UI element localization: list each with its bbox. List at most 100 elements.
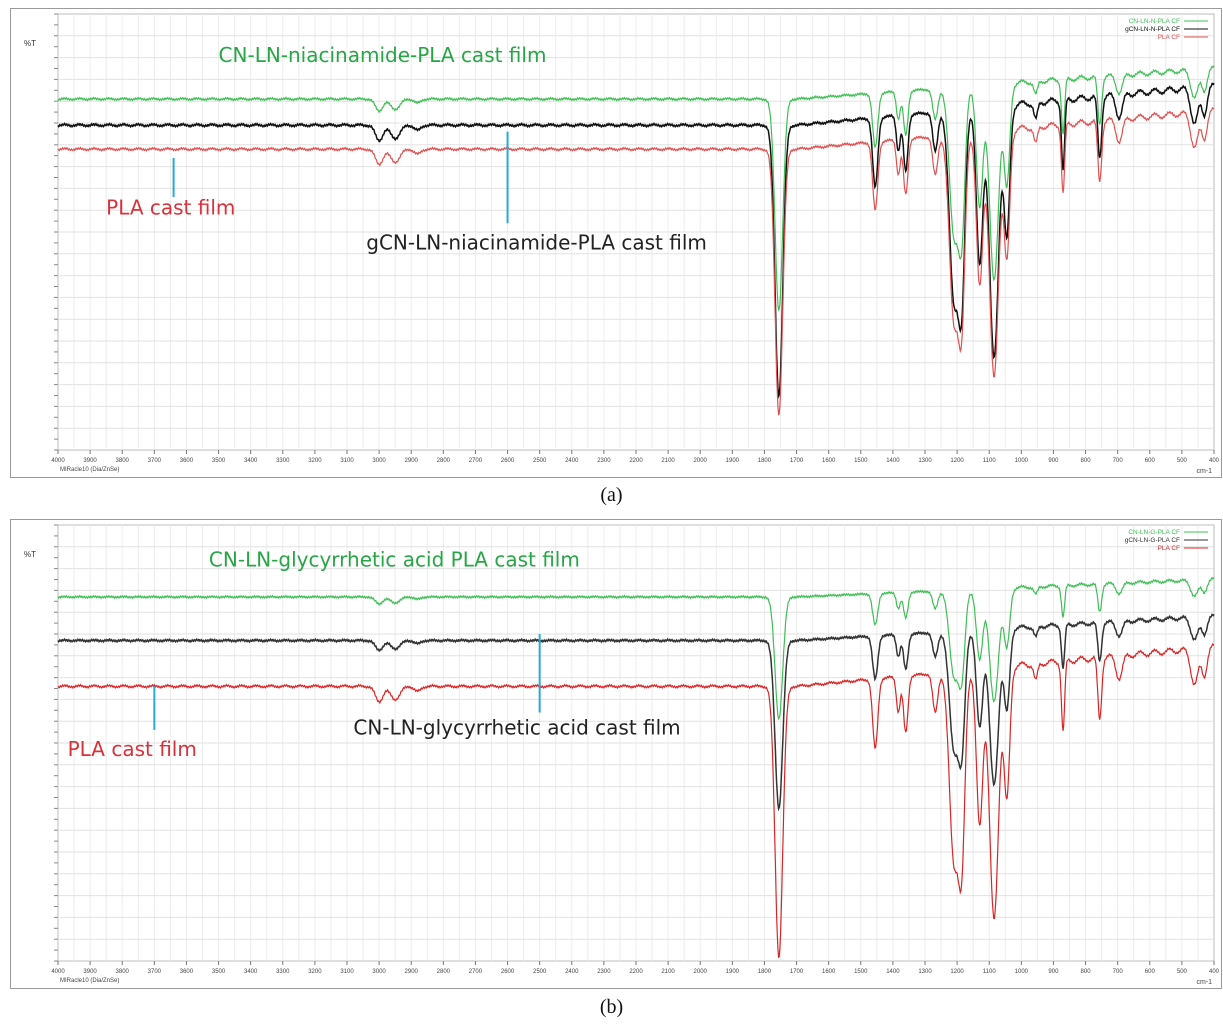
series-annotation: CN-LN-niacinamide-PLA cast film: [219, 43, 547, 67]
x-tick-label: 1600: [822, 458, 836, 464]
x-tick-label: 4000: [51, 969, 65, 975]
x-tick-label: 1100: [983, 969, 997, 975]
x-tick-label: 3900: [83, 969, 97, 975]
x-tick-label: 2100: [661, 458, 675, 464]
x-tick-label: 3600: [180, 458, 194, 464]
x-tick-label: 3900: [83, 458, 97, 464]
x-tick-label: 3500: [212, 458, 226, 464]
x-tick-label: 3400: [244, 969, 258, 975]
x-tick-label: 2300: [597, 969, 611, 975]
x-tick-label: 700: [1113, 969, 1124, 975]
x-tick-label: 2200: [629, 969, 643, 975]
x-tick-label: 3700: [148, 969, 162, 975]
x-tick-label: 3600: [180, 969, 194, 975]
plot-area: [54, 13, 1215, 451]
series-line: [57, 576, 1215, 721]
x-tick-label: 2400: [565, 458, 579, 464]
x-tick-label: 2500: [533, 458, 547, 464]
ftir-chart-a: %T 4000 3900 3800 3700 3600 3500 3400 3300 3200 31…: [10, 8, 1222, 478]
x-tick-label: 900: [1048, 969, 1059, 975]
series-line: [57, 82, 1215, 399]
x-tick-label: 2600: [501, 458, 515, 464]
x-tick-label: 1500: [854, 458, 868, 464]
x-tick-label: 3100: [340, 969, 354, 975]
x-tick-label: 1100: [983, 458, 997, 464]
x-tick-label: 2700: [469, 969, 483, 975]
plot-area: [54, 524, 1215, 962]
legend-entry: PLA CF: [1158, 545, 1180, 552]
x-tick-label: 2800: [437, 969, 451, 975]
ftir-chart-b: %T 4000 3900 3800 3700 3600 3500 3400 3300 3200 31…: [10, 519, 1222, 989]
x-tick-label: 1000: [1015, 458, 1029, 464]
x-tick-label: 2000: [694, 969, 708, 975]
x-tick-label: 2600: [501, 969, 515, 975]
x-tick-label: 3700: [148, 458, 162, 464]
x-tick-label: 2900: [405, 458, 419, 464]
x-axis-label: cm-1: [1196, 979, 1212, 986]
x-tick-label: 3800: [116, 458, 130, 464]
x-tick-label: 3000: [372, 969, 386, 975]
x-tick-label: 700: [1113, 458, 1124, 464]
x-tick-label: 1800: [758, 969, 772, 975]
x-tick-label: 800: [1081, 969, 1092, 975]
x-tick-label: 1600: [822, 969, 836, 975]
series-annotation: PLA cast film: [68, 737, 197, 761]
legend-entry: CN-LN-N-PLA CF: [1129, 18, 1180, 25]
x-tick-label: 3300: [276, 969, 290, 975]
series-annotation: PLA cast film: [106, 196, 235, 220]
x-tick-label: 1700: [790, 969, 804, 975]
x-tick-label: 500: [1177, 969, 1188, 975]
x-tick-label: 4000: [51, 458, 65, 464]
x-tick-label: 500: [1177, 458, 1188, 464]
caption-b: (b): [599, 996, 624, 1018]
series-line: [57, 642, 1214, 959]
y-axis-label: %T: [24, 39, 36, 48]
x-tick-label: 3400: [244, 458, 258, 464]
legend-entry: gCN-LN-G-PLA CF: [1125, 537, 1180, 544]
x-tick-label: 3800: [116, 969, 130, 975]
x-tick-label: 2900: [405, 969, 419, 975]
legend-entry: CN-LN-G-PLA CF: [1128, 529, 1180, 536]
x-tick-label: 2300: [597, 458, 611, 464]
x-tick-label: 1200: [950, 969, 964, 975]
series-annotation: CN-LN-glycyrrhetic acid PLA cast film: [209, 547, 580, 571]
x-tick-label: 600: [1145, 969, 1156, 975]
x-tick-label: 800: [1081, 458, 1092, 464]
x-tick-label: 600: [1145, 458, 1156, 464]
x-tick-label: 3100: [340, 458, 354, 464]
x-tick-label: 2400: [565, 969, 579, 975]
x-tick-label: 3200: [308, 458, 322, 464]
x-tick-label: 3300: [276, 458, 290, 464]
x-tick-label: 1200: [950, 458, 964, 464]
x-tick-label: 1900: [726, 458, 740, 464]
x-tick-label: 1000: [1015, 969, 1029, 975]
x-tick-label: 1300: [918, 969, 932, 975]
x-tick-label: 1700: [790, 458, 804, 464]
x-tick-label: 1500: [854, 969, 868, 975]
x-tick-label: 3000: [372, 458, 386, 464]
x-tick-label: 1400: [886, 458, 900, 464]
x-tick-label: 2500: [533, 969, 547, 975]
x-tick-label: 2700: [469, 458, 483, 464]
instrument-footer: MIRacle10 (Dia/ZnSe): [60, 978, 119, 984]
series-line: [57, 65, 1215, 312]
x-tick-label: 2000: [694, 458, 708, 464]
x-tick-label: 1800: [758, 458, 772, 464]
x-tick-label: 400: [1209, 969, 1220, 975]
x-tick-label: 1400: [886, 969, 900, 975]
legend-entry: PLA CF: [1158, 34, 1180, 41]
x-tick-label: 1300: [918, 458, 932, 464]
x-tick-label: 1900: [726, 969, 740, 975]
x-tick-label: 3500: [212, 969, 226, 975]
series-line: [57, 613, 1215, 812]
x-tick-label: 3200: [308, 969, 322, 975]
x-tick-label: 900: [1048, 458, 1059, 464]
series-annotation: gCN-LN-niacinamide-PLA cast film: [366, 230, 707, 254]
caption-a: (a): [600, 484, 623, 506]
x-axis-label: cm-1: [1196, 468, 1212, 475]
series-annotation: CN-LN-glycyrrhetic acid cast film: [353, 715, 680, 739]
x-tick-label: 2800: [437, 458, 451, 464]
x-tick-label: 400: [1209, 458, 1220, 464]
y-axis-label: %T: [24, 550, 36, 559]
x-tick-label: 2100: [661, 969, 675, 975]
